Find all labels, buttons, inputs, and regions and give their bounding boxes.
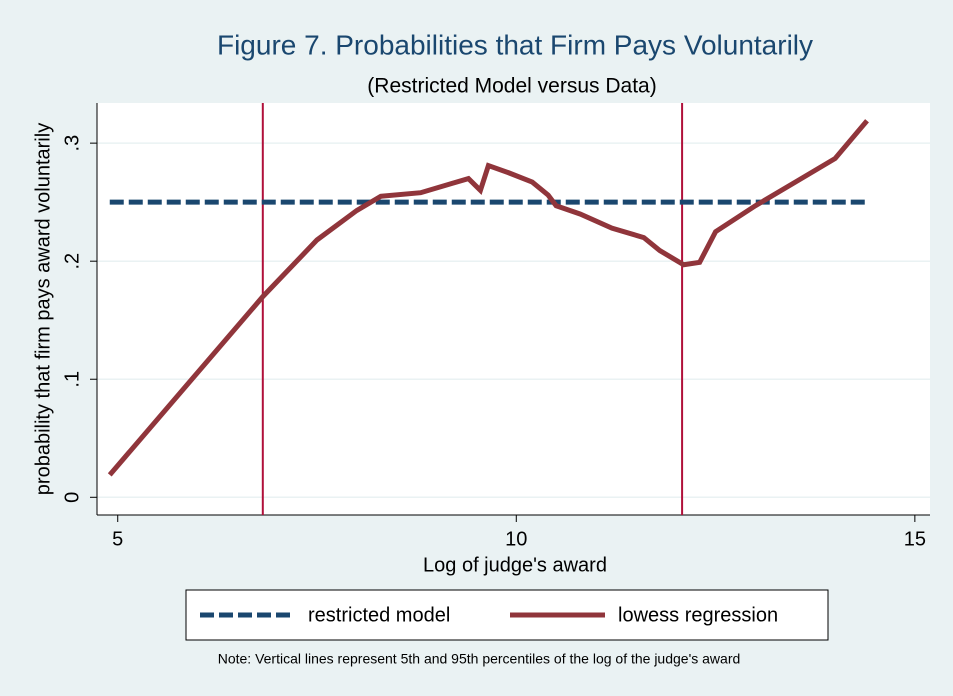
note: Note: Vertical lines represent 5th and 9… (218, 651, 741, 667)
plot-area (97, 103, 930, 515)
y-tick-label: .3 (61, 135, 83, 152)
legend-box (185, 589, 829, 641)
chart-title: Figure 7. Probabilities that Firm Pays V… (217, 29, 813, 60)
legend-label: restricted model (308, 604, 450, 626)
x-tick-label: 10 (505, 528, 527, 550)
chart-subtitle: (Restricted Model versus Data) (367, 75, 656, 98)
x-tick-label: 15 (904, 528, 926, 550)
legend-label: lowess regression (618, 604, 778, 626)
x-axis-label: Log of judge's award (423, 554, 607, 576)
y-tick-label: 0 (61, 492, 83, 503)
y-tick-label: .1 (61, 371, 83, 388)
y-axis-label: probability that firm pays award volunta… (32, 123, 54, 495)
y-tick-label: .2 (61, 253, 83, 270)
x-tick-label: 5 (112, 528, 123, 550)
line (107, 119, 869, 477)
